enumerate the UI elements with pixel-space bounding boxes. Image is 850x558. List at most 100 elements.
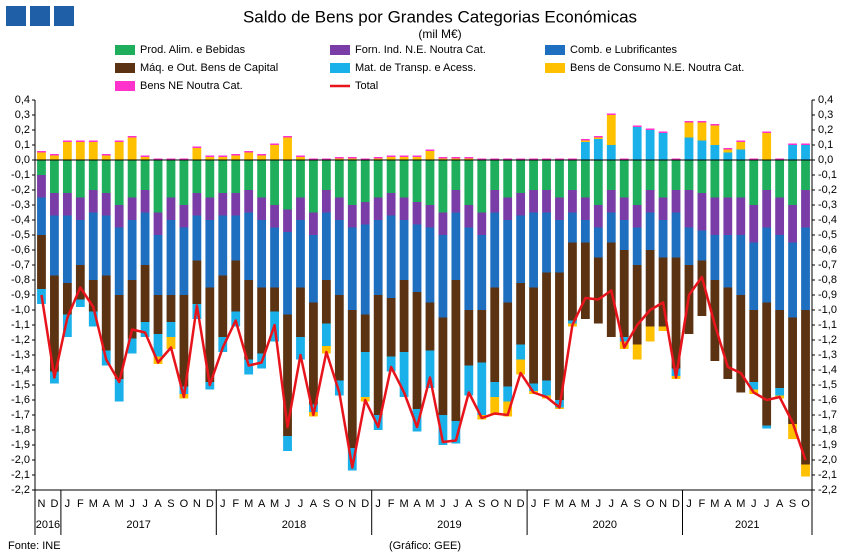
bar (88, 140, 98, 142)
bar (257, 197, 267, 220)
bar (645, 326, 655, 342)
bar (296, 160, 305, 198)
bar (360, 314, 370, 352)
y2-tick-label: -0,8 (818, 274, 837, 286)
bar (645, 160, 655, 190)
bar (580, 197, 590, 220)
x-tick-label: N (37, 498, 45, 510)
y-tick-label: 0,3 (15, 109, 30, 121)
bar (490, 287, 500, 382)
bar (645, 128, 655, 130)
x-tick-label: M (115, 498, 124, 510)
y2-tick-label: -0,7 (818, 259, 837, 271)
y-tick-label: -1,6 (11, 394, 30, 406)
bar (736, 295, 746, 393)
x-tick-label: D (672, 498, 680, 510)
x-tick-label: N (193, 498, 201, 510)
bar (723, 152, 733, 160)
bar (723, 160, 733, 198)
bar (296, 197, 305, 220)
bar (127, 160, 137, 198)
bar (101, 215, 111, 276)
bar (555, 272, 564, 400)
bar (399, 157, 409, 160)
x-tick-label: A (103, 498, 111, 510)
bar (257, 220, 267, 288)
bar (309, 302, 318, 405)
x-tick-label: M (555, 498, 564, 510)
bar (425, 149, 435, 151)
bar (127, 136, 137, 138)
bar (347, 310, 357, 448)
bar (244, 151, 254, 153)
bar (723, 287, 733, 379)
bar (632, 160, 642, 205)
bar (684, 190, 694, 228)
x-tick-label: O (180, 498, 189, 510)
legend-label: Total (355, 80, 378, 92)
bar (270, 145, 279, 160)
bar (658, 131, 668, 133)
x-tick-label: S (167, 498, 174, 510)
bar (62, 283, 72, 315)
y2-tick-label: -1,9 (818, 439, 837, 451)
y-tick-label: 0,1 (15, 139, 30, 151)
bar (503, 197, 513, 220)
y-tick-label: -0,9 (11, 289, 30, 301)
bar (762, 131, 772, 133)
bar (451, 158, 461, 160)
bar (788, 160, 797, 205)
bar (580, 139, 590, 141)
bar (231, 160, 241, 193)
bar (334, 295, 344, 381)
bar (736, 160, 746, 198)
bar (490, 158, 500, 160)
bar (37, 151, 46, 153)
legend-label: Mat. de Transp. e Acess. (355, 62, 476, 74)
bar (37, 160, 46, 175)
bar (386, 356, 396, 372)
bar (244, 212, 254, 280)
bar (296, 287, 305, 337)
bar (283, 137, 292, 160)
legend-label: Prod. Alim. e Bebidas (140, 44, 246, 56)
bar (555, 158, 564, 160)
y2-tick-label: -1,5 (818, 379, 837, 391)
bar (347, 448, 357, 471)
bar (451, 157, 461, 159)
x-tick-label: D (206, 498, 214, 510)
bar (127, 137, 137, 160)
bar (568, 158, 577, 160)
bar (192, 215, 202, 261)
bar (529, 190, 538, 213)
y-tick-label: 0,2 (15, 124, 30, 136)
bar (749, 158, 759, 160)
bar (153, 212, 163, 235)
bar (373, 160, 383, 198)
bar (62, 314, 72, 337)
chart-title: Saldo de Bens por Grandes Categorias Eco… (243, 7, 637, 26)
bar (710, 145, 720, 160)
x-tick-label: N (348, 498, 356, 510)
bar (140, 160, 150, 190)
x-tick-label: A (310, 498, 318, 510)
y-tick-label: -1,5 (11, 379, 30, 391)
bar (283, 436, 292, 451)
bar (127, 197, 137, 220)
y-tick-label: -0,4 (11, 214, 30, 226)
bar (425, 205, 435, 228)
bar (166, 295, 176, 322)
bar (451, 190, 461, 213)
bar (360, 202, 370, 225)
bar (490, 160, 500, 190)
x-tick-label: M (399, 498, 408, 510)
x-tick-label: J (220, 498, 226, 510)
bar (179, 227, 189, 295)
bar (179, 158, 189, 160)
bar (218, 215, 228, 276)
x-tick-label: N (504, 498, 512, 510)
bar (568, 190, 577, 213)
bar (244, 359, 254, 375)
bar (580, 142, 590, 160)
bar (62, 142, 72, 160)
